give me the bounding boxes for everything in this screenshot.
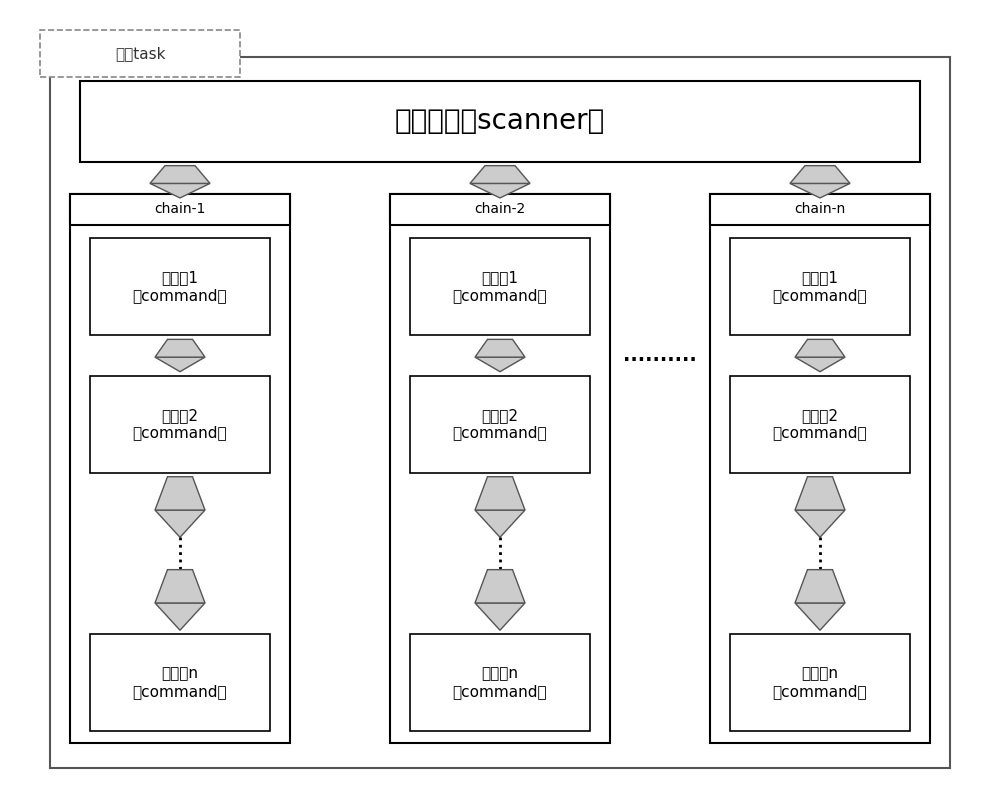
Text: chain-2: chain-2	[474, 202, 526, 217]
FancyBboxPatch shape	[808, 339, 832, 357]
Polygon shape	[795, 570, 845, 603]
Polygon shape	[155, 510, 205, 537]
Polygon shape	[470, 183, 530, 198]
Polygon shape	[475, 570, 525, 603]
Polygon shape	[150, 166, 210, 183]
Polygon shape	[475, 357, 525, 372]
FancyBboxPatch shape	[805, 166, 835, 183]
FancyBboxPatch shape	[485, 166, 515, 183]
FancyBboxPatch shape	[167, 477, 192, 510]
FancyBboxPatch shape	[710, 194, 930, 743]
Text: 子任务1
（command）: 子任务1 （command）	[133, 271, 227, 303]
FancyBboxPatch shape	[488, 339, 512, 357]
Text: 子任务2
（command）: 子任务2 （command）	[133, 408, 227, 440]
Text: 任务task: 任务task	[115, 46, 165, 61]
FancyBboxPatch shape	[710, 194, 930, 225]
Polygon shape	[790, 166, 850, 183]
FancyBboxPatch shape	[40, 30, 240, 77]
Text: ..........: ..........	[623, 346, 697, 365]
FancyBboxPatch shape	[808, 570, 832, 603]
FancyBboxPatch shape	[70, 194, 290, 225]
Text: 子任务n
（command）: 子任务n （command）	[773, 667, 867, 699]
Polygon shape	[155, 603, 205, 630]
Polygon shape	[795, 510, 845, 537]
FancyBboxPatch shape	[167, 570, 192, 603]
FancyBboxPatch shape	[90, 238, 270, 335]
Polygon shape	[155, 570, 205, 603]
Text: 子任务n
（command）: 子任务n （command）	[133, 667, 227, 699]
Text: 扫描组件（scanner）: 扫描组件（scanner）	[395, 107, 605, 135]
Polygon shape	[475, 339, 525, 357]
Text: 子任务2
（command）: 子任务2 （command）	[453, 408, 547, 440]
FancyBboxPatch shape	[730, 238, 910, 335]
FancyBboxPatch shape	[70, 194, 290, 743]
Text: 子任务n
（command）: 子任务n （command）	[453, 667, 547, 699]
FancyBboxPatch shape	[808, 477, 832, 510]
Polygon shape	[155, 339, 205, 357]
FancyBboxPatch shape	[410, 634, 590, 731]
FancyBboxPatch shape	[90, 634, 270, 731]
FancyBboxPatch shape	[730, 634, 910, 731]
Polygon shape	[150, 183, 210, 198]
Polygon shape	[795, 339, 845, 357]
Polygon shape	[155, 477, 205, 510]
FancyBboxPatch shape	[165, 166, 195, 183]
Text: 子任务2
（command）: 子任务2 （command）	[773, 408, 867, 440]
Polygon shape	[790, 183, 850, 198]
Polygon shape	[795, 603, 845, 630]
FancyBboxPatch shape	[410, 376, 590, 473]
Polygon shape	[475, 603, 525, 630]
FancyBboxPatch shape	[80, 81, 920, 162]
FancyBboxPatch shape	[50, 57, 950, 768]
FancyBboxPatch shape	[488, 570, 512, 603]
Polygon shape	[470, 166, 530, 183]
FancyBboxPatch shape	[410, 238, 590, 335]
FancyBboxPatch shape	[730, 376, 910, 473]
Polygon shape	[155, 357, 205, 372]
Text: 子任务1
（command）: 子任务1 （command）	[453, 271, 547, 303]
Polygon shape	[795, 357, 845, 372]
Polygon shape	[475, 510, 525, 537]
Polygon shape	[475, 477, 525, 510]
FancyBboxPatch shape	[390, 194, 610, 743]
Polygon shape	[795, 477, 845, 510]
FancyBboxPatch shape	[167, 339, 192, 357]
Text: chain-1: chain-1	[154, 202, 206, 217]
FancyBboxPatch shape	[90, 376, 270, 473]
Text: chain-n: chain-n	[794, 202, 846, 217]
FancyBboxPatch shape	[488, 477, 512, 510]
Text: 子任务1
（command）: 子任务1 （command）	[773, 271, 867, 303]
FancyBboxPatch shape	[390, 194, 610, 225]
